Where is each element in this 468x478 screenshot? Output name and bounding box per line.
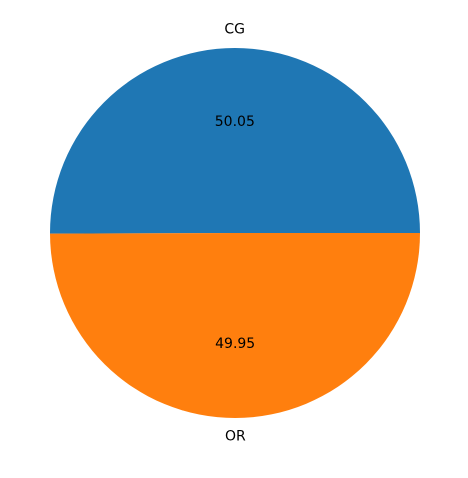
pie-labels: CG 50.05 OR 49.95 xyxy=(215,22,255,445)
pie-slices xyxy=(50,47,420,418)
slice-value-or: 49.95 xyxy=(215,336,255,352)
slice-value-cg: 50.05 xyxy=(215,114,255,130)
pie-slice-or xyxy=(50,233,420,418)
slice-label-or: OR xyxy=(225,428,246,444)
pie-slice-cg xyxy=(50,47,420,234)
slice-label-cg: CG xyxy=(224,22,245,38)
